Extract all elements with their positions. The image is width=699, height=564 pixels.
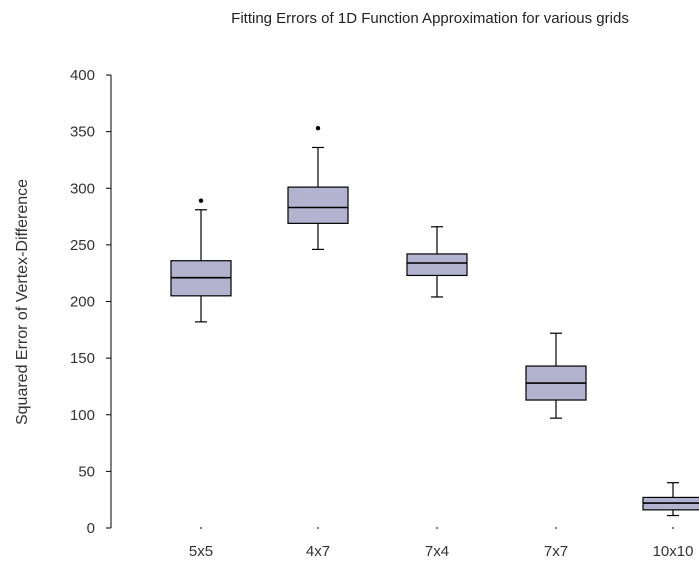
iqr-box	[406, 253, 468, 277]
chart-title: Fitting Errors of 1D Function Approximat…	[231, 10, 629, 27]
outlier-point	[315, 126, 321, 131]
y-axis-label: Squared Error of Vertex-Difference	[14, 179, 31, 425]
x-tick-label: 7x7	[544, 543, 568, 560]
y-tick-label: 0	[87, 520, 95, 537]
y-tick-label: 200	[70, 294, 95, 311]
y-tick-label: 150	[70, 350, 95, 367]
x-tick-label: 7x4	[425, 543, 449, 560]
y-tick-label: 350	[70, 124, 95, 141]
x-tick-label: 10x10	[653, 543, 694, 560]
box-7x4	[406, 226, 468, 298]
iqr-box	[287, 186, 349, 224]
x-axis-ticks: 5x5 4x7 7x4 7x7 10x10	[189, 527, 694, 560]
box-5x5	[170, 198, 232, 323]
box-series	[170, 126, 699, 517]
y-tick-label: 400	[70, 67, 95, 84]
y-tick-label: 100	[70, 407, 95, 424]
box-10x10	[642, 482, 699, 517]
y-tick-label: 250	[70, 237, 95, 254]
outlier-point	[198, 198, 204, 203]
box-7x7	[525, 332, 587, 419]
y-tick-label: 300	[70, 180, 95, 197]
y-tick-label: 50	[78, 463, 95, 480]
y-axis-ticks: 0 50 100 150 200 250 300 350 400	[70, 67, 111, 537]
box-4x7	[287, 126, 349, 251]
x-tick-label: 5x5	[189, 543, 213, 560]
x-tick-label: 4x7	[306, 543, 330, 560]
